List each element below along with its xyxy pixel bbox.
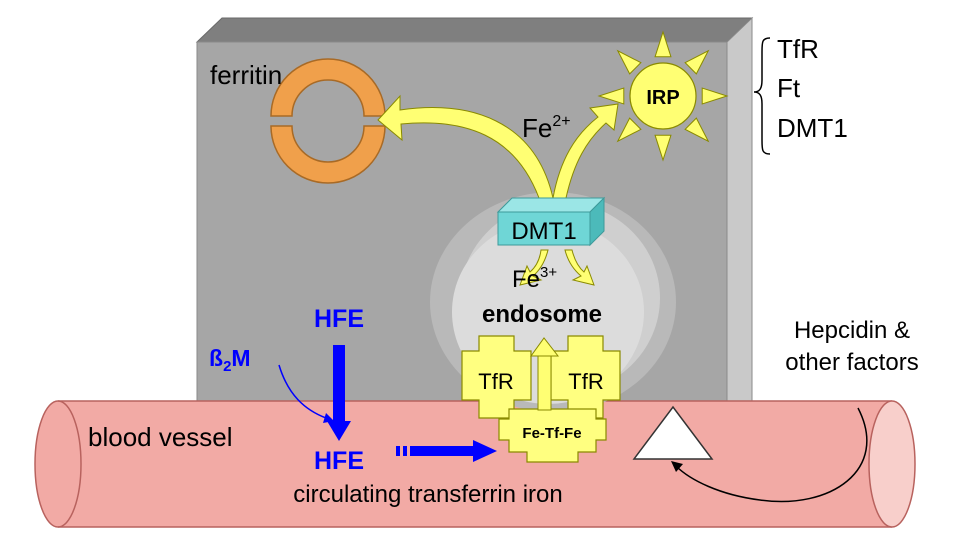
- dash-1: [396, 446, 400, 456]
- hfe-bottom-label: HFE: [314, 447, 364, 475]
- hepcidin-label-line1: Hepcidin &: [794, 317, 910, 344]
- ferritin-shell: [270, 58, 386, 184]
- brace-icon: [753, 37, 771, 155]
- b2m-curved-arrow: [278, 364, 327, 419]
- arrow-into-dmt1-right: [564, 249, 595, 286]
- fe-tf-fe-shape: [498, 408, 607, 463]
- irp-sun-ray: [654, 30, 672, 58]
- blood-vessel-label: blood vessel: [88, 422, 233, 452]
- tfr-right-label: TfR: [568, 369, 603, 394]
- irp-sun-ray: [684, 117, 710, 143]
- arrow-into-dmt1: [519, 249, 549, 286]
- irp-sun-ray: [701, 87, 729, 105]
- cell-top-face: [195, 17, 754, 43]
- cell-side-face: [726, 16, 753, 446]
- up-arrow-head: [530, 337, 560, 357]
- up-arrow-shaft: [537, 353, 552, 411]
- irp-sun-ray: [684, 49, 710, 75]
- hfe-down-arrow-head: [327, 421, 351, 441]
- brace-item-dmt1: DMT1: [777, 113, 848, 143]
- arrow-to-irp: [552, 103, 619, 199]
- dmt1-transporter: [496, 196, 606, 247]
- irp-sun: [597, 30, 729, 162]
- hfe-arrows: [278, 345, 497, 462]
- transferrin-receptor-complex: [461, 335, 621, 463]
- fe2-arrows: [377, 94, 619, 286]
- hfe-right-arrow-head: [473, 440, 497, 462]
- irp-sun-ray: [616, 49, 642, 75]
- dmt1-label: DMT1: [511, 218, 576, 245]
- hepcidin-triangle: [632, 405, 714, 460]
- irp-sun-disc: [629, 62, 697, 130]
- irp-sun-ray: [597, 87, 625, 105]
- ferritin-bottom-half: [270, 125, 386, 184]
- tfr-left-label: TfR: [478, 369, 513, 394]
- irp-sun-ray: [654, 134, 672, 162]
- dmt1-top: [496, 197, 606, 213]
- endosome-label: endosome: [482, 301, 602, 328]
- hepcidin-arrow-head: [671, 461, 683, 472]
- brace-item-ft: Ft: [777, 73, 801, 103]
- b2m-label: ß2M: [209, 345, 251, 375]
- ferritin-top-half: [270, 58, 386, 117]
- arrow-to-ferritin: [377, 94, 554, 199]
- irp-label: IRP: [646, 87, 679, 109]
- fe2-label: Fe2+: [522, 113, 571, 143]
- brace-item-tfr: TfR: [777, 34, 819, 64]
- hfe-down-arrow-shaft: [333, 345, 345, 423]
- irp-sun-ray: [616, 117, 642, 143]
- circulating-iron-label: circulating transferrin iron: [293, 481, 562, 508]
- fe3-label: Fe3+: [512, 264, 557, 293]
- hepcidin-label-line2: other factors: [785, 349, 918, 376]
- hepcidin-curved-arrow: [675, 407, 868, 503]
- dmt1-front: [497, 211, 591, 246]
- blood-vessel: [34, 400, 916, 528]
- hfe-top-label: HFE: [314, 305, 364, 333]
- vessel-body: [58, 401, 892, 527]
- dash-2: [403, 446, 407, 456]
- b2m-arrow-head: [323, 413, 334, 423]
- hfe-right-arrow-shaft: [410, 446, 475, 456]
- fe-tf-fe-label: Fe-Tf-Fe: [522, 425, 581, 442]
- vessel-right-end: [868, 400, 916, 528]
- ferritin-label: ferritin: [210, 60, 282, 90]
- vessel-left-end: [34, 400, 82, 528]
